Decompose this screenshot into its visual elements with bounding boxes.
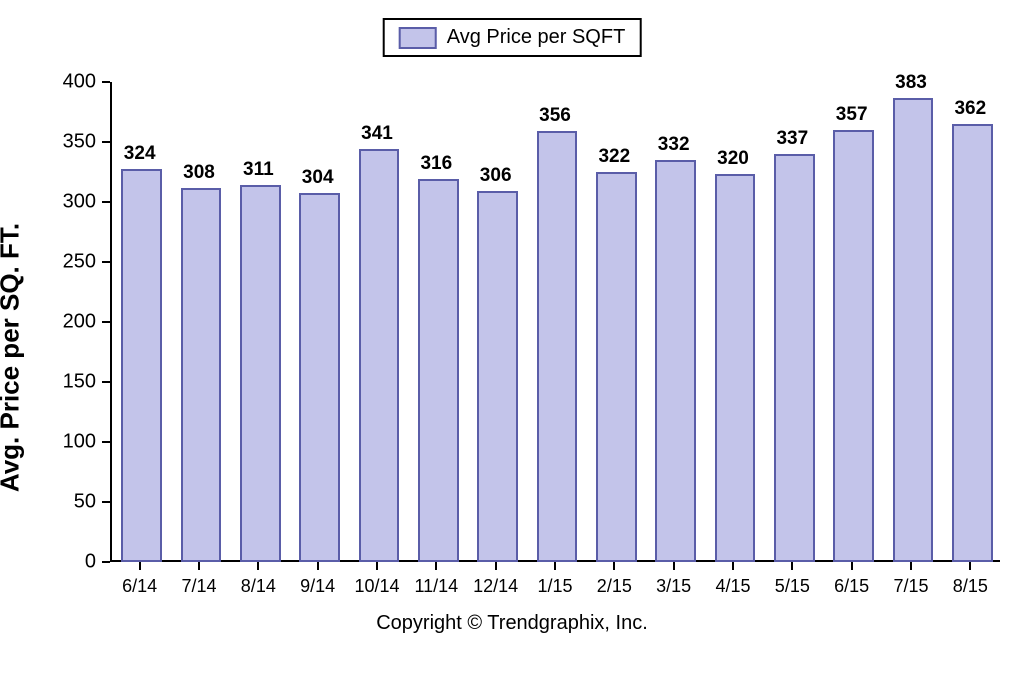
y-tick-label: 0 xyxy=(85,551,96,574)
y-tick xyxy=(102,501,110,503)
x-tick xyxy=(554,562,556,570)
y-tick-label: 150 xyxy=(63,371,96,394)
bar xyxy=(715,174,756,562)
x-tick xyxy=(969,562,971,570)
x-tick-label: 2/15 xyxy=(597,576,632,597)
x-tick xyxy=(317,562,319,570)
y-tick-label: 100 xyxy=(63,431,96,454)
bar-value-label: 362 xyxy=(954,98,986,120)
bar xyxy=(299,193,340,562)
y-tick-label: 400 xyxy=(63,71,96,94)
bar-value-label: 322 xyxy=(598,146,630,168)
x-tick xyxy=(791,562,793,570)
x-tick xyxy=(257,562,259,570)
bar-value-label: 341 xyxy=(361,123,393,145)
y-tick xyxy=(102,321,110,323)
bar-value-label: 316 xyxy=(420,153,452,175)
bar xyxy=(418,179,459,562)
y-tick-label: 250 xyxy=(63,251,96,274)
bar xyxy=(181,188,222,562)
bar-value-label: 308 xyxy=(183,162,215,184)
chart-legend: Avg Price per SQFT xyxy=(383,18,642,57)
y-tick xyxy=(102,561,110,563)
copyright-text: Copyright © Trendgraphix, Inc. xyxy=(0,612,1024,635)
x-tick-label: 9/14 xyxy=(300,576,335,597)
bar-value-label: 304 xyxy=(302,167,334,189)
y-tick xyxy=(102,441,110,443)
x-tick-label: 1/15 xyxy=(537,576,572,597)
x-tick xyxy=(198,562,200,570)
bar-value-label: 383 xyxy=(895,72,927,94)
bar xyxy=(655,160,696,562)
bar-value-label: 311 xyxy=(243,159,274,181)
x-tick xyxy=(435,562,437,570)
x-tick-label: 6/14 xyxy=(122,576,157,597)
y-tick xyxy=(102,141,110,143)
x-tick-label: 8/15 xyxy=(953,576,988,597)
y-tick-label: 350 xyxy=(63,131,96,154)
price-per-sqft-chart: Avg Price per SQFT Avg. Price per SQ. FT… xyxy=(0,0,1024,684)
x-tick xyxy=(732,562,734,570)
y-tick-label: 50 xyxy=(74,491,96,514)
bar xyxy=(596,172,637,562)
bar xyxy=(121,169,162,562)
legend-swatch xyxy=(399,27,437,49)
bar-value-label: 306 xyxy=(480,165,512,187)
y-axis-label: Avg. Price per SQ. FT. xyxy=(0,223,26,492)
x-tick xyxy=(851,562,853,570)
x-tick xyxy=(376,562,378,570)
bar xyxy=(774,154,815,562)
y-tick-label: 300 xyxy=(63,191,96,214)
bar xyxy=(952,124,993,562)
y-axis-line xyxy=(110,82,112,562)
y-tick xyxy=(102,261,110,263)
x-tick-label: 3/15 xyxy=(656,576,691,597)
y-tick-label: 200 xyxy=(63,311,96,334)
bar xyxy=(893,98,934,562)
bar xyxy=(359,149,400,562)
y-tick xyxy=(102,381,110,383)
plot-area: 0501001502002503003504003246/143087/1431… xyxy=(110,82,1000,562)
x-tick-label: 8/14 xyxy=(241,576,276,597)
x-tick xyxy=(495,562,497,570)
x-tick-label: 11/14 xyxy=(414,576,458,597)
bar-value-label: 356 xyxy=(539,105,571,127)
bar-value-label: 320 xyxy=(717,148,749,170)
x-tick xyxy=(673,562,675,570)
bar-value-label: 357 xyxy=(836,104,868,126)
y-tick xyxy=(102,201,110,203)
bar-value-label: 324 xyxy=(124,143,156,165)
x-tick-label: 4/15 xyxy=(715,576,750,597)
x-tick xyxy=(139,562,141,570)
x-tick-label: 7/14 xyxy=(181,576,216,597)
x-tick-label: 12/14 xyxy=(473,576,518,597)
bar xyxy=(240,185,281,562)
bar-value-label: 337 xyxy=(776,128,808,150)
x-tick-label: 10/14 xyxy=(354,576,399,597)
x-tick-label: 5/15 xyxy=(775,576,810,597)
legend-label: Avg Price per SQFT xyxy=(447,26,626,49)
x-tick xyxy=(613,562,615,570)
x-tick xyxy=(910,562,912,570)
bar xyxy=(477,191,518,562)
bar xyxy=(833,130,874,562)
bar xyxy=(537,131,578,562)
x-tick-label: 7/15 xyxy=(893,576,928,597)
x-tick-label: 6/15 xyxy=(834,576,869,597)
y-tick xyxy=(102,81,110,83)
bar-value-label: 332 xyxy=(658,134,690,156)
